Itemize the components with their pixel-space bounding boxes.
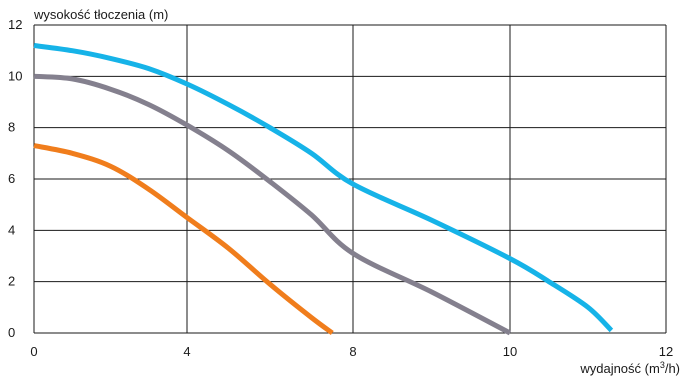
x-axis-title-main: wydajność (m — [579, 361, 659, 376]
x-axis-title: wydajność (m3/h) — [579, 360, 680, 376]
x-axis-title-superscript: 3 — [660, 360, 665, 370]
y-tick-label-5: 10 — [8, 68, 22, 83]
x-tick-label-0: 0 — [30, 344, 37, 359]
y-tick-label-3: 6 — [8, 171, 15, 186]
x-tick-label-1: 4 — [183, 344, 190, 359]
y-tick-label-2: 4 — [8, 222, 15, 237]
x-axis-title-tail: /h) — [665, 361, 680, 376]
series-line-1 — [33, 43, 614, 333]
y-tick-label-4: 8 — [8, 120, 15, 135]
series-line-3 — [33, 143, 334, 336]
y-tick-label-0: 0 — [8, 325, 15, 340]
x-tick-label-4: 12 — [659, 344, 673, 359]
y-tick-label-6: 12 — [8, 17, 22, 32]
grid — [33, 24, 667, 334]
y-tick-label-1: 2 — [8, 274, 15, 289]
x-tick-label-2: 8 — [349, 344, 356, 359]
series-layer — [33, 43, 614, 336]
series-line-2 — [33, 73, 512, 336]
tick-labels: 0 2 4 6 8 10 12 0 4 8 10 12 — [8, 17, 673, 359]
y-axis-title: wysokość tłoczenia (m) — [33, 7, 168, 22]
x-tick-label-3: 10 — [503, 344, 517, 359]
